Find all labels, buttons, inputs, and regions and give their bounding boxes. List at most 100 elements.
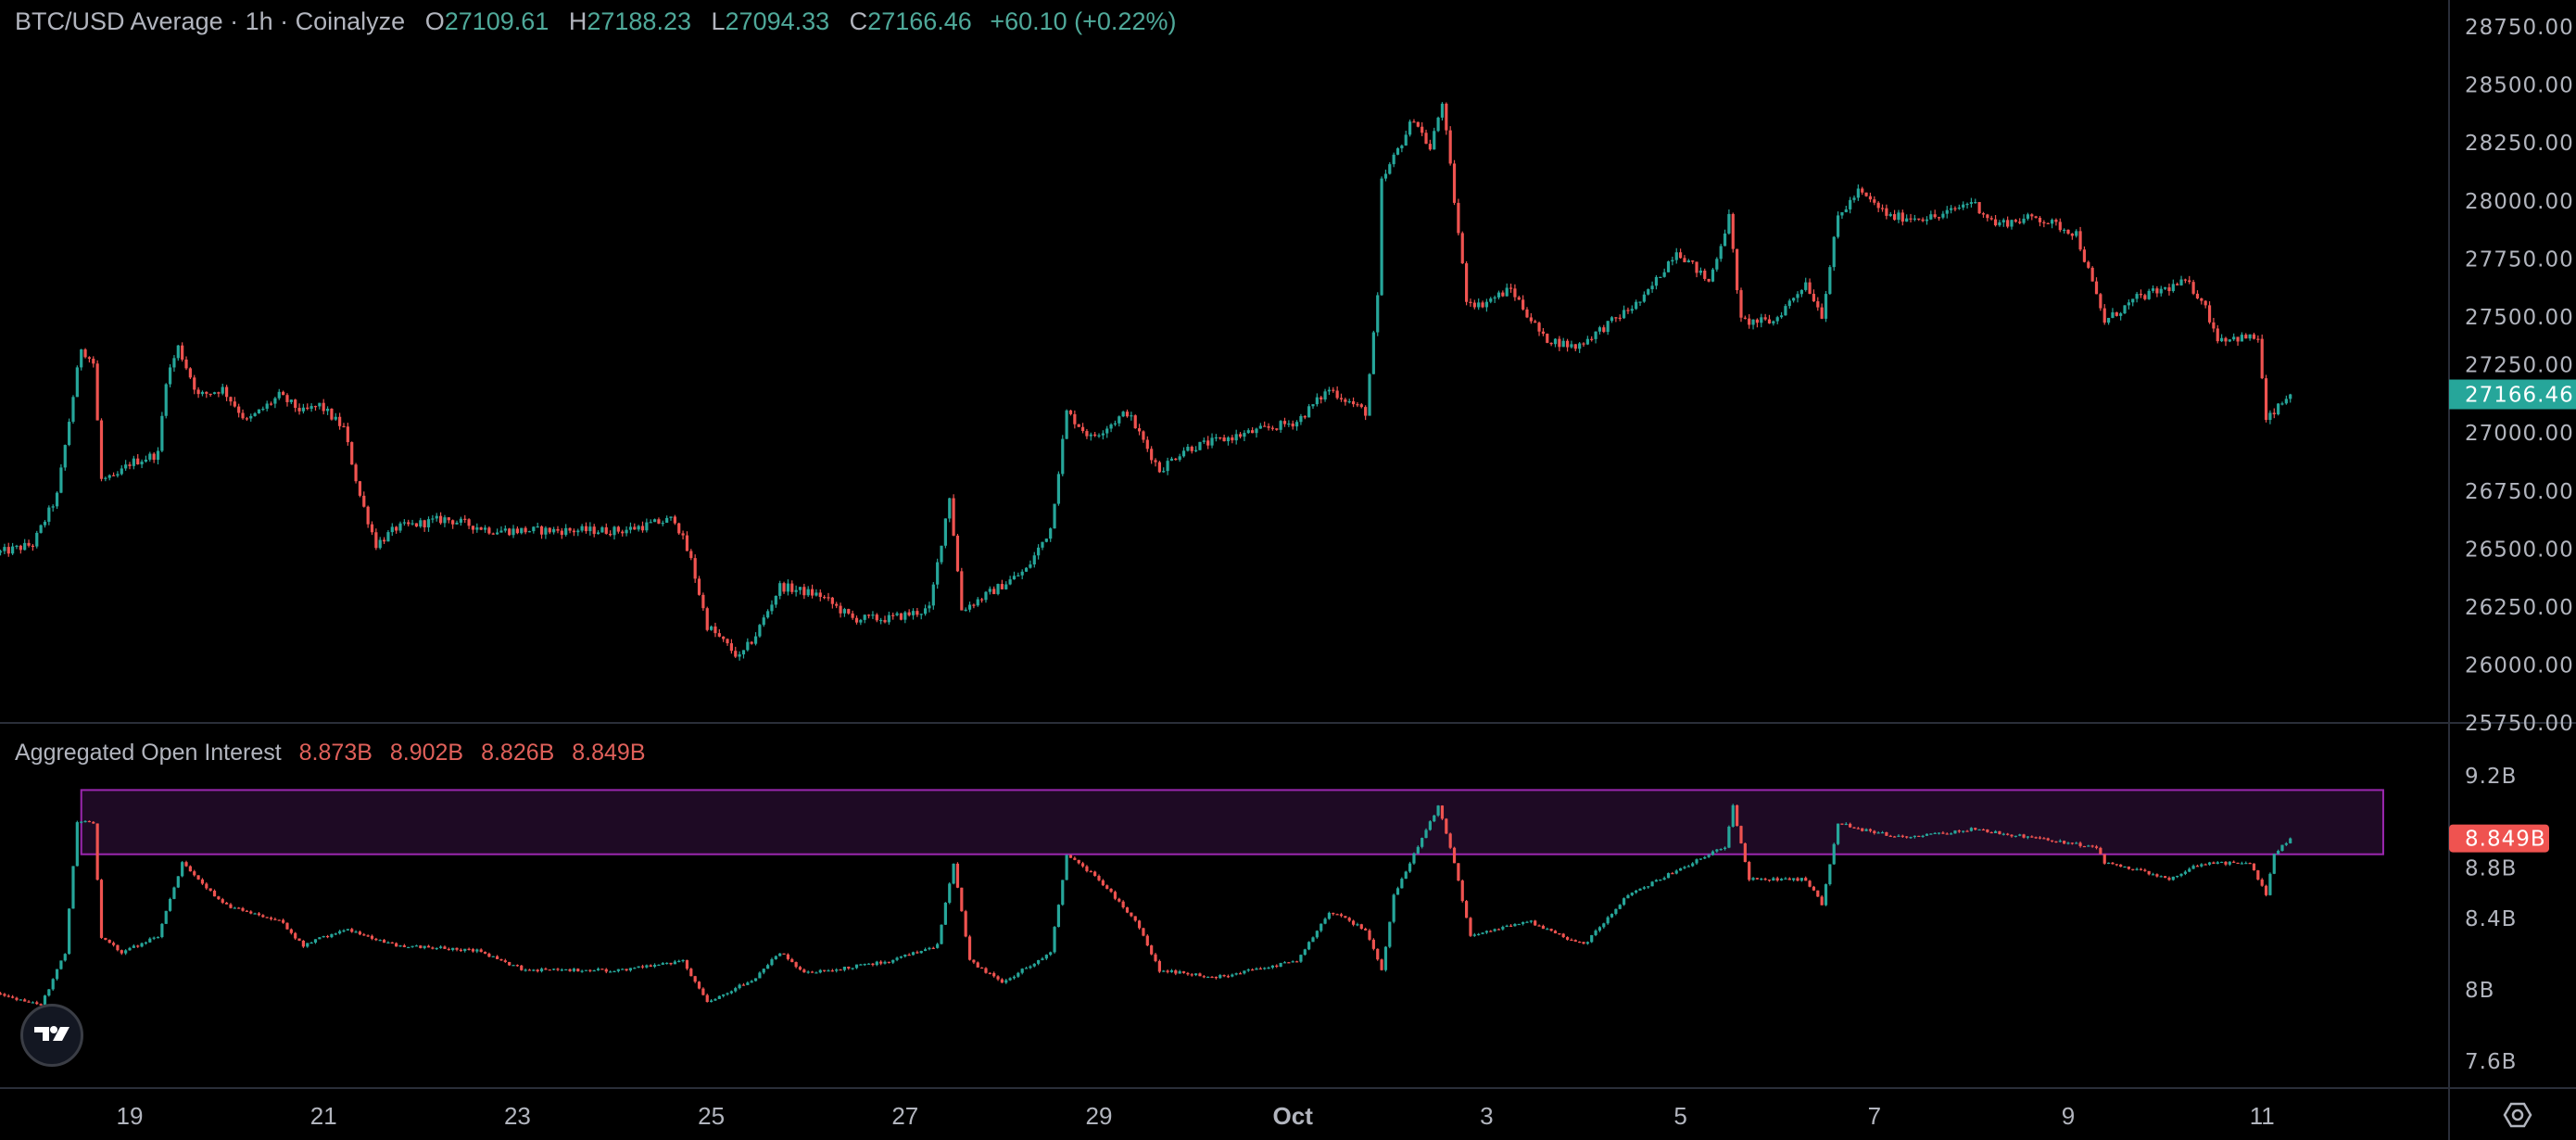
candle [1032,963,1036,968]
symbol-header[interactable]: BTC/USD Average · 1h · Coinalyze O27109.… [15,7,1176,36]
candle [649,964,652,968]
candle [1109,423,1113,433]
candle [395,526,398,534]
candle [2207,861,2212,867]
candle [2248,334,2252,341]
candle [992,971,996,978]
candle [2224,861,2228,867]
candle [572,528,576,537]
candle [1856,184,1860,201]
candle [576,968,580,972]
candle [325,406,330,415]
candle [1347,917,1351,922]
candle [940,924,943,944]
candle [726,992,729,996]
candle [2260,334,2264,380]
candle [374,528,378,551]
candle [802,583,806,600]
candle [225,902,229,905]
candle [459,516,462,526]
candle [1529,312,1533,324]
candle [144,455,148,463]
candle [176,876,180,889]
candle [1210,976,1214,979]
candle [1359,923,1363,930]
candle [1024,966,1029,969]
candle [120,949,123,956]
candle [2131,298,2135,307]
candle [1065,854,1068,880]
candle [802,968,806,973]
candle [1335,386,1339,400]
candle [6,542,10,557]
candle [1836,823,1840,846]
candle [677,959,681,963]
candle [1327,911,1332,920]
tradingview-logo[interactable] [20,1004,83,1067]
candle [689,968,693,977]
candle [580,524,584,533]
candle [193,374,196,395]
candle [810,584,814,599]
candle [673,514,676,526]
candle [891,612,895,620]
candle [277,919,281,921]
candle [1561,337,1565,348]
candle [1469,917,1472,937]
candle [423,519,426,532]
candle [277,388,281,400]
candle [701,592,705,611]
candle [1493,928,1496,932]
candle [1715,257,1719,272]
candle [1448,832,1452,850]
price-tick-label: 27250.00 [2465,354,2574,378]
candle [842,607,847,617]
candle [2082,246,2087,263]
price-axis[interactable]: 28750.00 28500.00 28250.00 28000.00 27750.00… [2465,16,2574,736]
candle [1642,885,1646,890]
candle [753,978,758,982]
candle [536,522,539,528]
candle [871,962,875,967]
candle [451,947,455,952]
annotation-rectangle[interactable] [80,789,2384,855]
candle [729,990,733,994]
oi-axis[interactable]: 9.2B 8.8B 8.4B 8B 7.6B [2465,765,2517,1074]
candle [1989,215,1993,221]
oi-header[interactable]: Aggregated Open Interest 8.873B 8.902B 8… [15,740,646,766]
candle [19,999,22,1001]
candle [1496,928,1501,931]
candle [1965,202,1969,209]
oi-candles [0,804,2292,1007]
candle [241,409,245,420]
candle [1876,201,1880,212]
candle [1085,428,1089,439]
candle [249,413,253,422]
candle [2099,846,2102,855]
candle [144,941,148,945]
candle [887,961,890,964]
candle [1909,836,1913,840]
candle [1792,297,1796,303]
time-axis[interactable]: 19 21 23 25 27 29 Oct 3 5 7 9 11 [117,1102,2275,1130]
candle [1303,414,1307,420]
candle [758,971,762,979]
candle [988,586,991,595]
candle [1109,888,1113,893]
candle [2111,862,2115,865]
candle [1736,804,1739,827]
candle [1597,325,1602,335]
gear-icon[interactable] [2503,1102,2532,1128]
candle [1767,314,1772,324]
candle [1246,428,1250,435]
open-label: O [424,7,445,35]
candle [241,906,245,912]
candle [1691,260,1695,264]
candle [1517,923,1521,926]
close-value: 27166.46 [867,7,972,35]
candle [1965,830,1969,832]
candle [362,932,366,936]
candle [124,460,128,471]
candle [661,961,664,965]
